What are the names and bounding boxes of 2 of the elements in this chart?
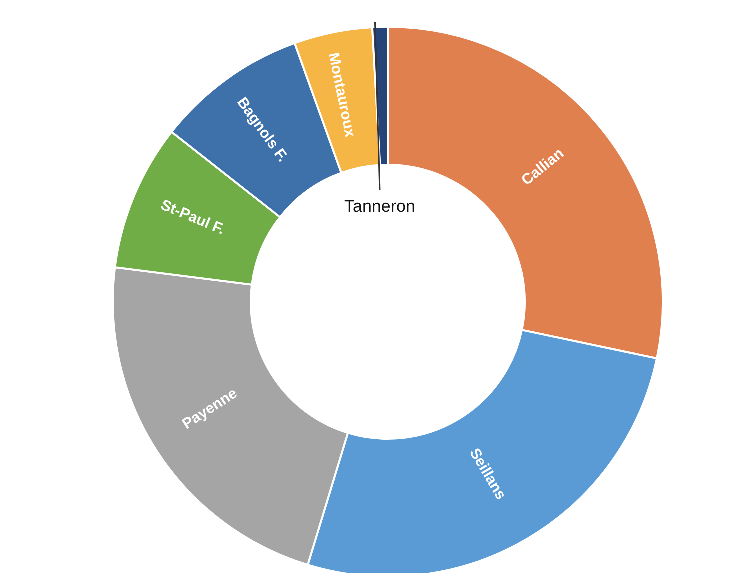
- slice-label: Tanneron: [344, 197, 416, 216]
- slice-label: Montauroux: [324, 51, 359, 140]
